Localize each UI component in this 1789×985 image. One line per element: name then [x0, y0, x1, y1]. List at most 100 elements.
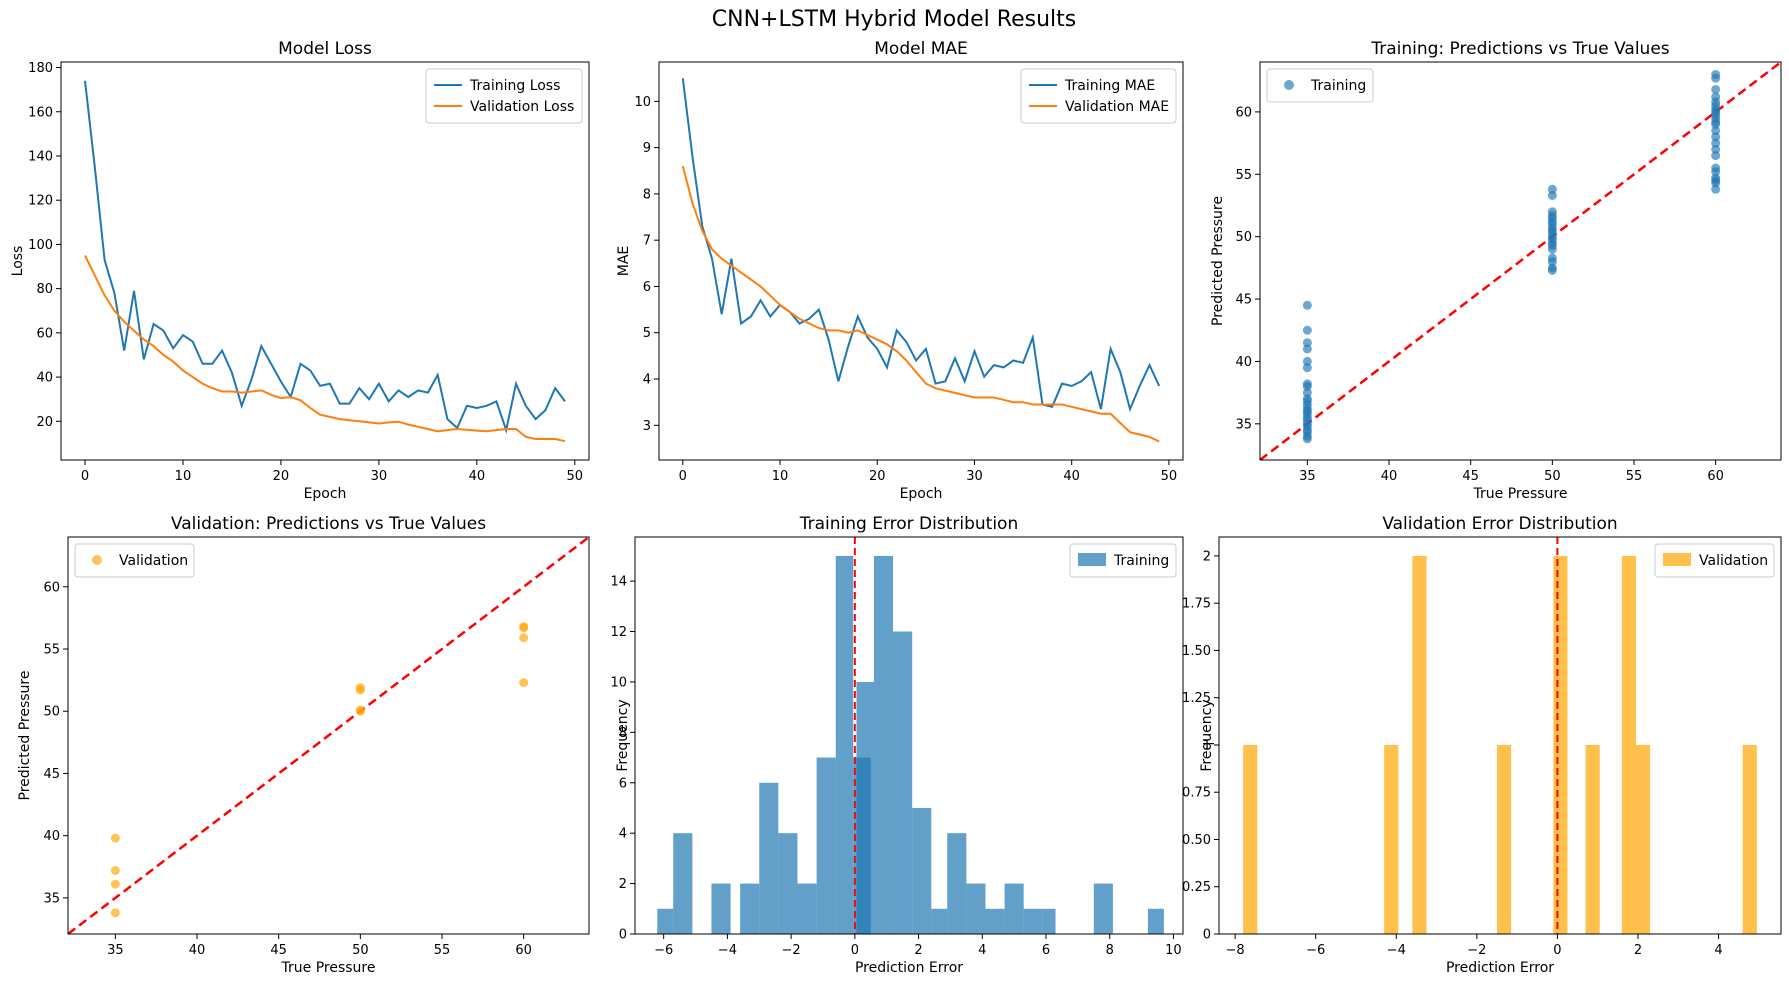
- x-axis-label: Prediction Error: [1446, 960, 1554, 976]
- plot-area: [1260, 62, 1781, 460]
- y-tick-label: 12: [610, 625, 627, 640]
- reference-line: [68, 537, 589, 934]
- x-tick-label: 8: [1106, 943, 1114, 958]
- histogram-bar: [1147, 908, 1164, 934]
- histogram-bar: [893, 631, 913, 934]
- scatter-point: [1547, 184, 1557, 194]
- legend-swatch: [92, 555, 102, 565]
- y-tick-label: 55: [43, 643, 60, 658]
- x-tick-label: 50: [1544, 469, 1561, 484]
- y-tick-label: 40: [43, 829, 60, 844]
- x-tick-label: 0: [679, 469, 687, 484]
- x-tick-label: 45: [270, 943, 287, 958]
- plot-area: [681, 78, 1161, 443]
- y-axis-label: Frequency: [615, 699, 631, 771]
- y-tick-label: 1.75: [1182, 597, 1211, 612]
- x-tick-label: −2: [1467, 943, 1486, 958]
- scatter-point: [1547, 244, 1557, 254]
- scatter-point: [519, 623, 529, 633]
- y-tick-label: 40: [36, 371, 53, 386]
- x-tick-label: 10: [772, 469, 789, 484]
- histogram-bar: [966, 883, 986, 934]
- y-tick-label: 55: [1235, 168, 1252, 183]
- chart-panel-1: 0 10 20 30 40 50 20 40 60 80 100 120 140 160 180 Model …: [10, 39, 590, 502]
- x-tick-label: 35: [1299, 469, 1316, 484]
- legend-box: [1266, 68, 1374, 103]
- axes-frame: [67, 536, 590, 935]
- histogram-bar: [985, 908, 1005, 934]
- x-tick-label: 50: [567, 469, 584, 484]
- x-tick-label: −8: [1226, 943, 1245, 958]
- y-tick-label: 8: [619, 726, 627, 741]
- series-line-2: [681, 165, 1160, 443]
- y-tick-label: 4: [619, 827, 627, 842]
- scatter-point: [1547, 190, 1557, 200]
- axes-frame: [658, 61, 1184, 461]
- histogram-bar: [1042, 908, 1056, 934]
- scatter-point: [1302, 381, 1312, 391]
- y-tick-label: 10: [610, 675, 627, 690]
- x-tick-label: 40: [469, 469, 486, 484]
- axes-frame: [60, 61, 590, 461]
- axes-frame: [1218, 536, 1782, 935]
- x-axis-label: True Pressure: [281, 960, 376, 976]
- y-tick-label: 140: [28, 149, 53, 164]
- x-tick-label: 35: [107, 943, 124, 958]
- x-tick-label: 55: [1626, 469, 1643, 484]
- y-tick-label: 9: [643, 141, 651, 156]
- plot-area: [68, 537, 589, 934]
- chart-title: Validation: Predictions vs True Values: [171, 514, 486, 534]
- scatter-point: [1302, 388, 1312, 398]
- scatter-point: [1711, 126, 1721, 136]
- scatter-point: [1547, 257, 1557, 267]
- histogram-bar: [835, 555, 854, 934]
- histogram-bar: [740, 883, 760, 934]
- legend-box: [1654, 543, 1775, 578]
- scatter-point: [1711, 184, 1721, 194]
- scatter-point: [519, 678, 529, 688]
- histogram-bar: [856, 681, 874, 934]
- scatter-point: [1302, 356, 1312, 366]
- y-tick-label: 40: [1235, 355, 1252, 370]
- y-tick-label: 3: [643, 419, 651, 434]
- y-axis-label: Predicted Pressure: [1210, 196, 1226, 326]
- y-tick-label: 5: [643, 326, 651, 341]
- x-tick-label: 2: [1634, 943, 1642, 958]
- legend-label: Training Loss: [469, 78, 560, 94]
- legend-label: Validation: [119, 553, 188, 569]
- scatter-point: [1711, 144, 1721, 154]
- legend: Training Loss Validation Loss: [425, 68, 583, 124]
- x-tick-label: 45: [1462, 469, 1479, 484]
- legend-swatch: [1078, 553, 1106, 566]
- legend: Training: [1266, 68, 1374, 103]
- y-tick-label: 0: [1203, 928, 1211, 943]
- x-tick-label: −4: [718, 943, 737, 958]
- scatter-point: [1711, 73, 1721, 83]
- legend-swatch: [1663, 553, 1691, 566]
- y-tick-label: 60: [43, 580, 60, 595]
- x-tick-label: −6: [654, 943, 673, 958]
- histogram-bar: [1742, 744, 1757, 934]
- y-tick-label: 45: [43, 767, 60, 782]
- x-tick-label: 30: [966, 469, 983, 484]
- plot-area: [1243, 537, 1757, 934]
- y-tick-label: 6: [643, 280, 651, 295]
- histogram-bar: [711, 883, 731, 934]
- chart-title: Validation Error Distribution: [1382, 514, 1617, 534]
- legend: Training MAE Validation MAE: [1020, 68, 1177, 124]
- x-axis-label: True Pressure: [1473, 486, 1568, 502]
- histogram-bar: [1635, 744, 1651, 934]
- y-tick-label: 35: [43, 891, 60, 906]
- scatter-point: [1302, 300, 1312, 310]
- histogram-bar: [759, 782, 779, 934]
- x-tick-label: 30: [371, 469, 388, 484]
- histogram-bar: [1243, 744, 1258, 934]
- scatter-point: [110, 833, 120, 843]
- y-tick-label: 100: [28, 238, 53, 253]
- scatter-point: [355, 685, 365, 695]
- legend: Training: [1069, 543, 1177, 578]
- y-tick-label: 60: [1235, 105, 1252, 120]
- y-tick-label: 180: [28, 61, 53, 76]
- histogram-bar: [1023, 908, 1043, 934]
- scatter-point: [1302, 325, 1312, 335]
